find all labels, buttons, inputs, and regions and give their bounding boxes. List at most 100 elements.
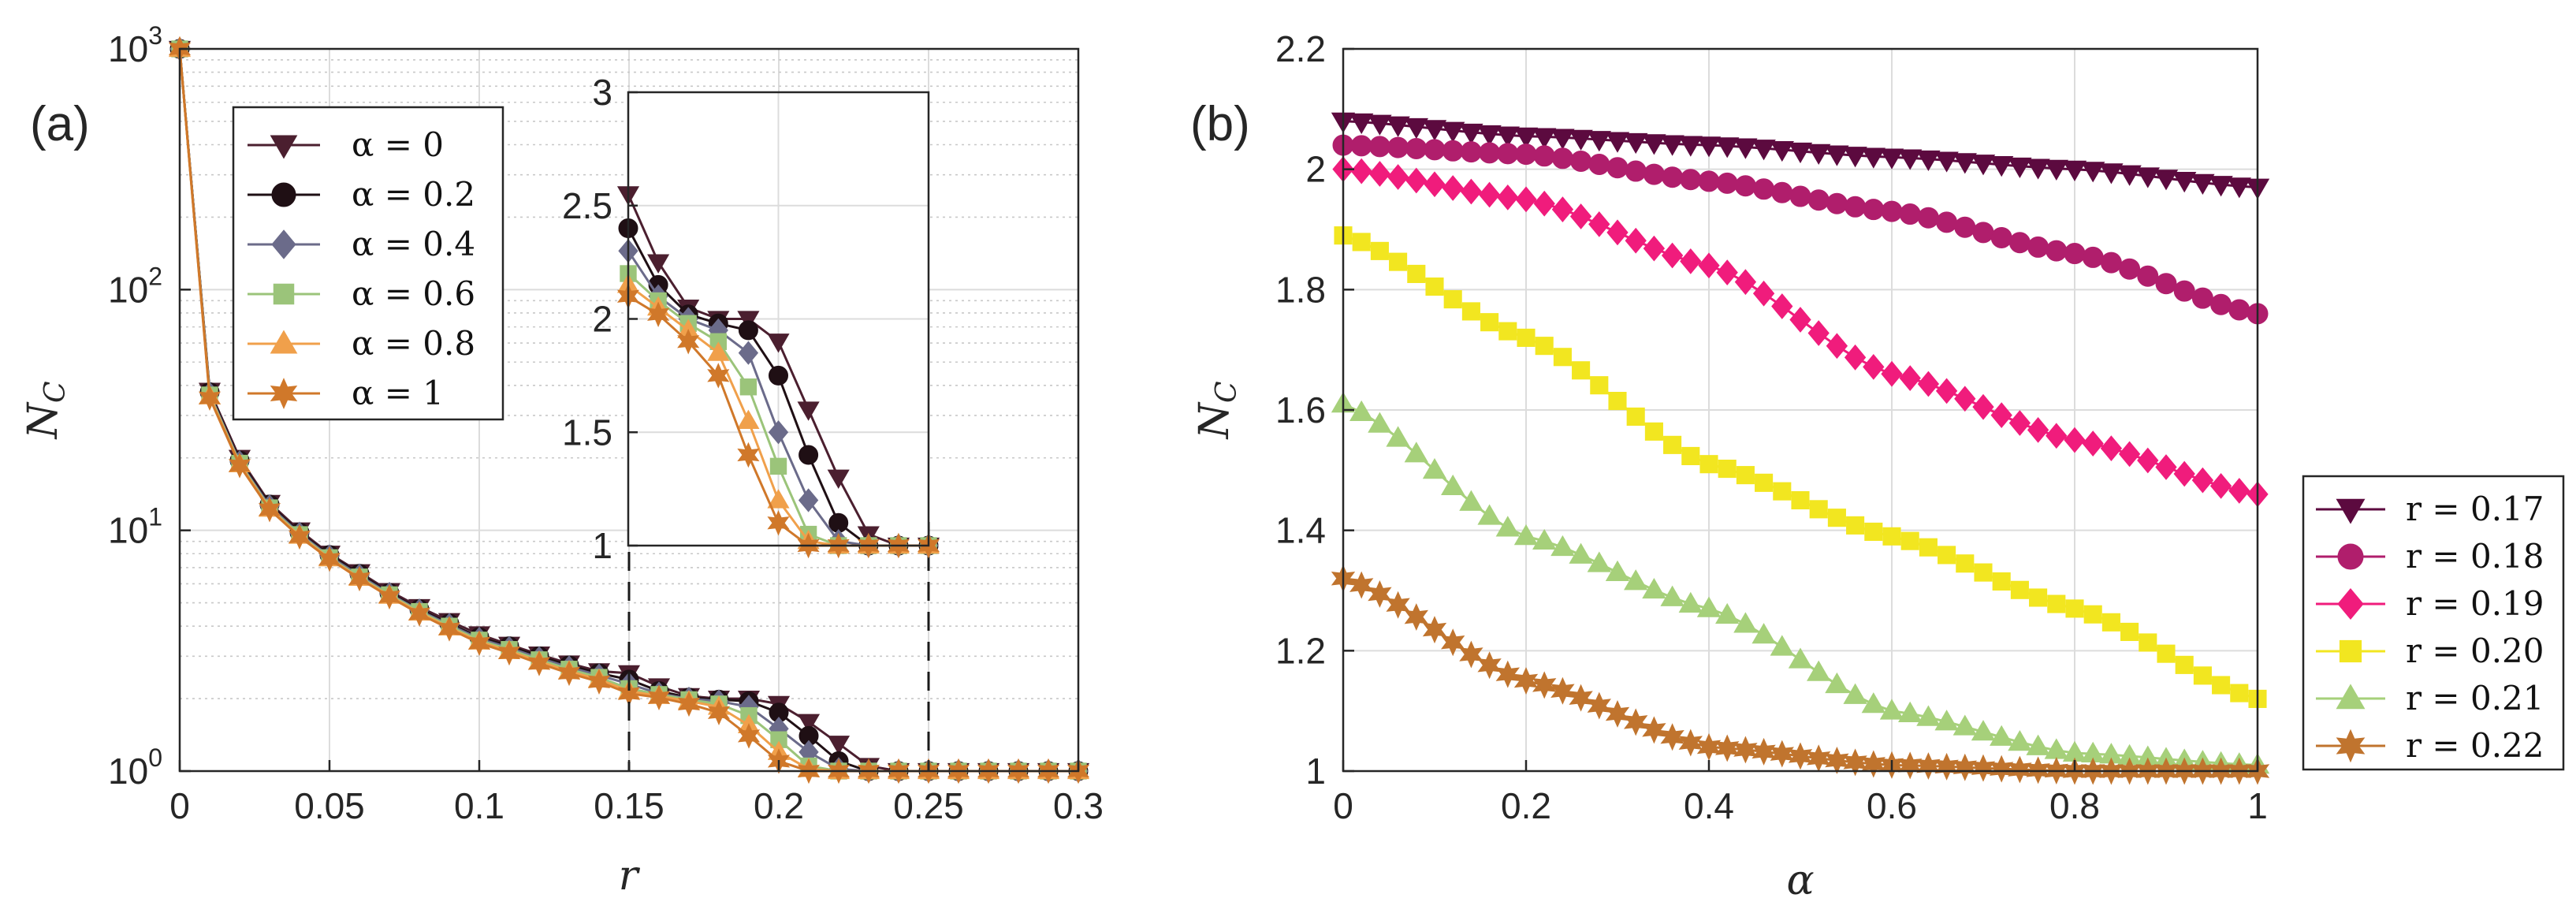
legend-marker — [2336, 684, 2366, 710]
data-point — [1387, 164, 1409, 190]
inset-y-tick-label: 1 — [592, 525, 612, 566]
inset-data-point — [827, 469, 850, 489]
data-point — [437, 616, 461, 642]
data-point — [1386, 591, 1410, 619]
data-point — [1642, 134, 1666, 155]
data-point — [467, 630, 491, 656]
data-point — [1699, 455, 1718, 474]
data-point — [2175, 655, 2194, 674]
data-point — [2118, 441, 2141, 468]
data-point — [1407, 264, 1426, 283]
legend-box — [2302, 475, 2565, 771]
x-tick-label: 0.3 — [1053, 785, 1104, 826]
legend-label: α = 0 — [352, 125, 444, 164]
data-point — [2228, 478, 2250, 504]
legend-label: r = 0.19 — [2406, 584, 2544, 623]
data-point — [1572, 361, 1591, 380]
inset-data-point — [677, 329, 700, 355]
data-point — [1934, 752, 1959, 781]
y-tick-label: 1.8 — [1275, 269, 1326, 310]
data-point — [2137, 447, 2159, 474]
data-point — [2117, 165, 2142, 186]
data-point — [2210, 293, 2232, 315]
data-point — [2191, 467, 2214, 494]
x-tick-label: 0.05 — [294, 785, 365, 826]
data-point — [1644, 422, 1663, 441]
data-point — [1533, 190, 1555, 217]
inset-data-point — [737, 311, 760, 330]
y-tick-label: 100 — [108, 743, 162, 792]
data-point — [1696, 732, 1722, 761]
data-point — [1843, 683, 1867, 704]
data-point — [2209, 176, 2233, 197]
data-point — [1532, 671, 1557, 699]
data-point — [1349, 113, 1374, 135]
panel-b-plot-area — [1331, 112, 2270, 785]
x-tick-label: 0 — [1333, 785, 1353, 826]
data-point — [1405, 137, 1428, 159]
data-point — [1480, 313, 1499, 332]
data-point — [408, 601, 431, 627]
data-point — [1515, 143, 1537, 166]
inset-data-point — [769, 457, 787, 475]
legend-box — [232, 106, 504, 421]
data-point — [2027, 236, 2049, 258]
data-point — [1826, 333, 1848, 360]
data-point — [2010, 580, 2029, 599]
legend-marker — [2337, 543, 2364, 570]
legend-entry: α = 0.4 — [248, 225, 475, 263]
data-point — [1662, 166, 1684, 188]
x-tick-label: 0.2 — [754, 785, 804, 826]
data-point — [1935, 378, 1958, 404]
inset-data-point — [798, 445, 819, 465]
data-point — [1715, 602, 1740, 624]
y-tick-label: 102 — [108, 262, 162, 310]
data-point — [1825, 145, 1849, 166]
data-point — [1349, 571, 1374, 599]
panel-a-label: (a) — [30, 97, 90, 151]
panel-b-x-label: α — [1786, 857, 1814, 904]
data-point — [1752, 280, 1775, 307]
data-point — [1606, 219, 1629, 246]
panel-b-x-ticks: 0 0.2 0.4 0.6 0.8 1 — [1333, 760, 2268, 826]
data-point — [2029, 588, 2048, 607]
legend-label: α = 0.2 — [352, 175, 475, 214]
data-point — [1952, 753, 1977, 781]
data-point — [1773, 482, 1792, 501]
y-tick-label: 101 — [108, 503, 162, 551]
data-point — [1587, 131, 1611, 152]
data-point — [2046, 423, 2068, 449]
data-point — [1972, 222, 1994, 244]
data-point — [1846, 516, 1865, 535]
data-point — [1807, 660, 1831, 681]
data-point — [1625, 227, 1647, 254]
data-point — [1643, 163, 1665, 185]
svg-text:NC: NC — [1191, 381, 1243, 440]
data-point — [1422, 120, 1447, 141]
data-point — [497, 639, 521, 666]
data-point — [1624, 132, 1648, 155]
y-tick-label: 1.4 — [1275, 510, 1326, 551]
inset-data-point — [737, 442, 760, 468]
legend-marker — [273, 283, 295, 305]
inset-data-point — [707, 341, 730, 361]
data-point — [1404, 117, 1428, 140]
legend-marker — [2336, 729, 2366, 763]
inset-y-tick-label: 2.5 — [562, 185, 612, 226]
data-point — [1751, 140, 1776, 161]
data-point — [1807, 320, 1830, 346]
data-point — [707, 699, 731, 726]
data-point — [2100, 252, 2122, 274]
data-point — [1424, 171, 1446, 198]
data-point — [557, 660, 581, 687]
data-point — [1972, 393, 1994, 420]
data-point — [258, 497, 281, 523]
data-point — [2008, 410, 2031, 436]
data-point — [1715, 734, 1740, 762]
data-point — [1788, 142, 1813, 164]
inset-data-point — [768, 420, 789, 445]
y-tick-label: 2.2 — [1275, 28, 1326, 69]
data-point — [1733, 138, 1758, 159]
data-point — [1368, 114, 1392, 136]
legend-marker — [2336, 498, 2366, 524]
